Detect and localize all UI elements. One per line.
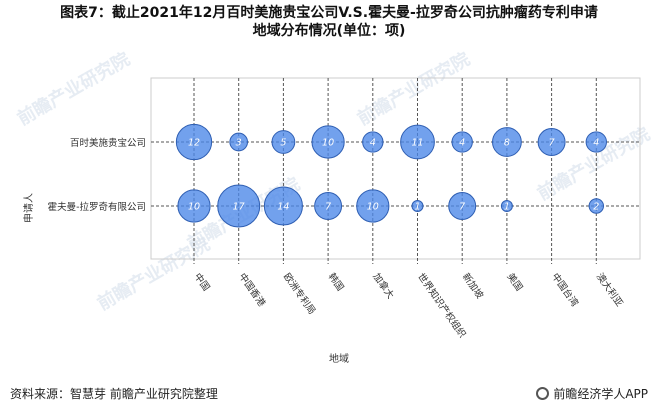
- data-label: 7: [325, 202, 331, 213]
- x-tick-label: 欧洲专利局: [281, 271, 318, 317]
- bubble: [356, 189, 390, 223]
- chart-title: 图表7：截止2021年12月百时美施贵宝公司V.S.霍夫曼-拉罗奇公司抗肿瘤药专…: [0, 4, 658, 40]
- bubble: [451, 131, 473, 153]
- bubble: [229, 132, 249, 152]
- bubble: [588, 198, 605, 214]
- plot-area: [150, 77, 641, 260]
- y-tick-label: 百时美施贵宝公司: [70, 137, 146, 149]
- data-label: 4: [459, 138, 465, 149]
- y-axis-title: 申请人: [22, 193, 35, 223]
- data-label: 3: [236, 138, 242, 149]
- data-label: 7: [549, 138, 555, 149]
- data-label: 10: [367, 202, 379, 213]
- bubble: [177, 189, 211, 223]
- data-label: 4: [370, 138, 376, 149]
- bubble-chart: 12 3 5 10 4 11 4 8 7 410 17 14 7 10 1 7 1 2 百时美施贵宝公司霍夫曼-拉…: [22, 77, 641, 365]
- data-label: 1: [414, 202, 420, 213]
- data-label: 11: [411, 138, 423, 149]
- chart-title-line-1: 图表7：截止2021年12月百时美施贵宝公司V.S.霍夫曼-拉罗奇公司抗肿瘤药专…: [60, 5, 598, 21]
- brand: 前瞻经济学人APP: [536, 385, 648, 402]
- x-tick-label: 韩国: [326, 271, 347, 293]
- bubble: [271, 130, 296, 154]
- data-label: 8: [504, 138, 510, 149]
- x-tick-label: 中国: [192, 271, 213, 293]
- bubble: [175, 123, 213, 161]
- x-tick-label: 加拿大: [370, 271, 396, 302]
- bubble: [411, 200, 424, 212]
- x-tick-label: 新加坡: [460, 271, 486, 302]
- data-label: 4: [593, 138, 599, 149]
- x-tick-label: 中国台湾: [549, 271, 581, 309]
- brand-text: 前瞻经济学人APP: [553, 387, 648, 401]
- bubble-layer: 12 3 5 10 4 11 4 8 7 410 17 14 7 10 1 7 1 2: [175, 123, 607, 228]
- bubble: [491, 127, 522, 157]
- brand-logo-icon: [536, 387, 550, 400]
- footer: 资料来源：智慧芽 前瞻产业研究院整理 前瞻经济学人APP: [0, 383, 658, 407]
- bubble: [585, 131, 607, 153]
- chart-title-line-2: 地域分布情况(单位：项): [252, 23, 406, 39]
- x-tick-label: 美国: [504, 271, 525, 293]
- data-label: 10: [188, 202, 200, 213]
- bubble: [314, 192, 343, 220]
- y-tick-label: 霍夫曼-拉罗奇有限公司: [48, 201, 146, 213]
- data-label: 14: [277, 202, 289, 213]
- bubble: [263, 186, 303, 226]
- bubble: [448, 192, 477, 220]
- x-tick-label: 澳大利亚: [594, 271, 626, 309]
- grid-layer: [151, 78, 640, 264]
- data-label: 12: [188, 138, 200, 149]
- x-tick-label: 中国香港: [236, 271, 268, 309]
- source-text: 资料来源：智慧芽 前瞻产业研究院整理: [10, 387, 218, 401]
- data-label: 10: [322, 138, 334, 149]
- x-axis-title: 地域: [329, 352, 349, 365]
- bubble: [500, 200, 513, 212]
- bubble: [400, 124, 435, 160]
- bubble: [362, 131, 384, 153]
- bubble: [311, 125, 345, 159]
- data-label: 17: [233, 202, 245, 213]
- data-label: 2: [593, 202, 599, 213]
- data-label: 5: [280, 138, 286, 149]
- bubble: [217, 184, 261, 228]
- data-label: 7: [459, 202, 465, 213]
- data-label: 1: [504, 202, 510, 213]
- x-tick-label: 世界知识产权组织: [415, 271, 468, 340]
- bubble: [537, 128, 566, 156]
